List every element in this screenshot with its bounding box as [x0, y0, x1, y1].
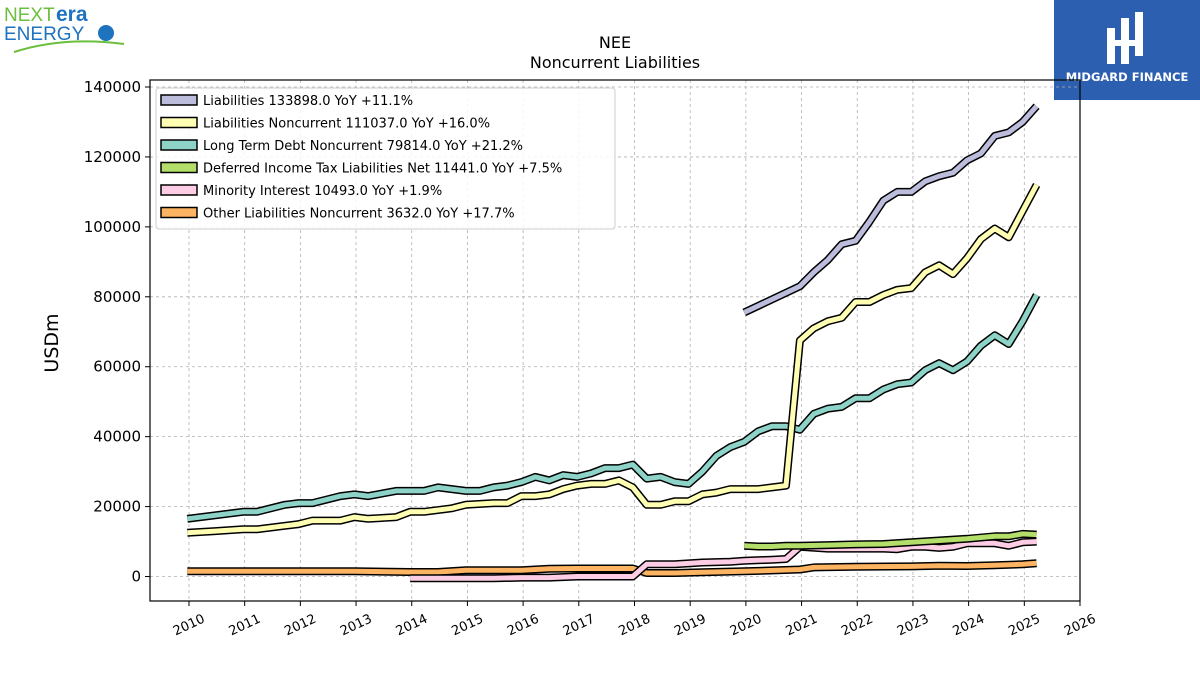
- y-tick-label: 0: [131, 568, 141, 586]
- x-tick-label: 2019: [672, 612, 708, 640]
- y-tick-label: 80000: [93, 288, 141, 306]
- y-tick-label: 120000: [84, 148, 141, 166]
- y-axis: 0 20000 40000 60000 80000 100000 120000 140000: [84, 78, 150, 586]
- legend-swatch-minority-interest: [160, 184, 198, 196]
- legend-box: [155, 87, 616, 230]
- x-tick-label: 2012: [282, 612, 318, 640]
- y-tick-label: 60000: [93, 358, 141, 376]
- legend-label-deferred-income-tax-liabilities-net: Deferred Income Tax Liabilities Net 1144…: [203, 162, 562, 177]
- x-tick-label: 2025: [1006, 612, 1042, 640]
- x-axis: 2010 2011 2012 2013 2014 2015 2016 2017 2018 2019…: [171, 601, 1098, 639]
- plot-frame: [149, 79, 1081, 602]
- midgard-finance-logo: MIDGARD FINANCE: [1054, 0, 1200, 100]
- series-line-long-term-debt-noncurrent: [186, 293, 1039, 522]
- x-tick-label: 2018: [617, 612, 653, 640]
- series-line-deferred-income-tax-liabilities-net: [744, 531, 1037, 549]
- series-line-liabilities: [743, 104, 1039, 315]
- logo-text-energy: ENERGY: [4, 24, 85, 45]
- legend-label-liabilities: Liabilities 133898.0 YoY +11.1%: [203, 94, 413, 109]
- legend: Liabilities 133898.0 YoY +11.1% Liabiliti…: [155, 87, 616, 230]
- series-line-minority-interest: [410, 539, 1037, 581]
- series-line-liabilities-noncurrent: [187, 183, 1039, 536]
- x-tick-label: 2023: [895, 612, 931, 640]
- x-tick-label: 2010: [171, 612, 207, 640]
- y-tick-label: 100000: [84, 218, 141, 236]
- series-layer: [186, 103, 1041, 583]
- legend-swatch-long-term-debt-noncurrent: [160, 139, 198, 151]
- x-tick-label: 2014: [394, 612, 430, 640]
- logo-swoosh-icon: [13, 40, 125, 53]
- y-tick-label: 140000: [84, 78, 141, 96]
- x-tick-label: 2015: [449, 612, 485, 640]
- series-line-other-liabilities-noncurrent: [187, 560, 1037, 576]
- legend-swatch-other-liabilities-noncurrent: [160, 206, 198, 219]
- legend-swatch-liabilities-noncurrent: [160, 116, 198, 129]
- midgard-finance-name: MIDGARD FINANCE: [1066, 70, 1189, 84]
- chart-subtitle: Noncurrent Liabilities: [530, 53, 700, 72]
- legend-label-other-liabilities-noncurrent: Other Liabilities Noncurrent 3632.0 YoY …: [203, 207, 515, 222]
- nextera-energy-logo: NEXT era ENERGY: [4, 2, 134, 62]
- x-tick-label: 2021: [784, 612, 820, 640]
- legend-swatch-deferred-income-tax-liabilities-net: [160, 161, 198, 174]
- y-axis-label: USDm: [41, 313, 63, 372]
- legend-label-minority-interest: Minority Interest 10493.0 YoY +1.9%: [203, 184, 442, 199]
- legend-swatch-liabilities: [160, 94, 198, 106]
- x-tick-label: 2026: [1062, 612, 1098, 640]
- x-tick-label: 2013: [338, 612, 374, 640]
- x-tick-label: 2011: [227, 612, 263, 640]
- x-tick-label: 2016: [505, 612, 541, 640]
- legend-label-liabilities-noncurrent: Liabilities Noncurrent 111037.0 YoY +16.…: [203, 117, 490, 132]
- x-tick-label: 2022: [839, 612, 875, 640]
- logo-text-era: era: [56, 3, 88, 26]
- logo-globe-icon: [98, 25, 114, 41]
- legend-label-long-term-debt-noncurrent: Long Term Debt Noncurrent 79814.0 YoY +2…: [203, 139, 523, 154]
- x-tick-label: 2020: [728, 612, 764, 640]
- logo-text-next: NEXT: [4, 5, 55, 26]
- y-tick-label: 40000: [93, 428, 141, 446]
- chart-title: NEE: [599, 33, 631, 52]
- x-tick-label: 2017: [561, 612, 597, 640]
- x-tick-label: 2024: [951, 612, 987, 640]
- midgard-mark-icon: [1107, 12, 1143, 64]
- y-tick-label: 20000: [93, 498, 141, 516]
